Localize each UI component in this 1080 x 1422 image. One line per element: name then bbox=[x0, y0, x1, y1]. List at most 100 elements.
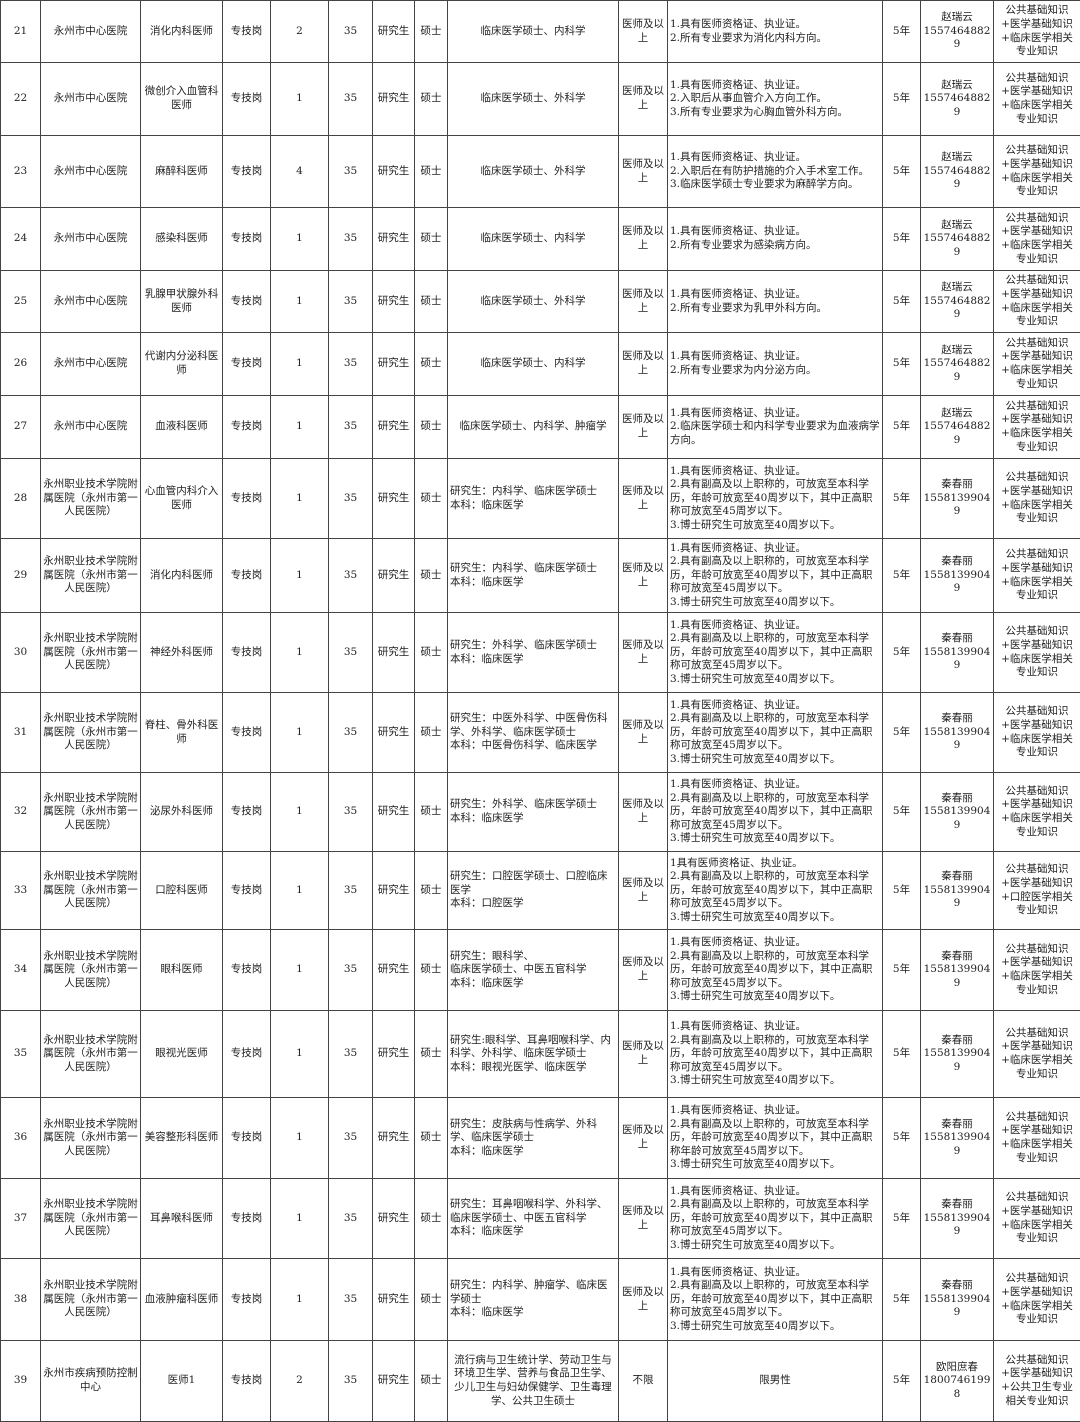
cell-education: 研究生 bbox=[373, 1259, 415, 1341]
cell-degree: 硕士 bbox=[415, 613, 448, 693]
cell-contact: 秦春丽 15581399049 bbox=[921, 852, 994, 930]
cell-education: 研究生 bbox=[373, 613, 415, 693]
cell-post-type: 专技岗 bbox=[223, 539, 271, 613]
cell-count: 2 bbox=[271, 1, 329, 63]
cell-no: 24 bbox=[1, 208, 41, 271]
cell-post-type: 专技岗 bbox=[223, 1341, 271, 1422]
cell-unit: 永州职业技术学院附属医院（永州市第一人民医院） bbox=[41, 1179, 141, 1259]
cell-contact: 秦春丽 15581399049 bbox=[921, 773, 994, 852]
cell-count: 1 bbox=[271, 1179, 329, 1259]
cell-education: 研究生 bbox=[373, 333, 415, 396]
cell-major: 研究生：内科学、临床医学硕士 本科：临床医学 bbox=[448, 539, 619, 613]
cell-post-type: 专技岗 bbox=[223, 396, 271, 459]
cell-other-requirements: 1.具有医师资格证、执业证。 2.所有专业要求为内分泌方向。 bbox=[668, 333, 883, 396]
cell-contact: 赵瑞云 15574648829 bbox=[921, 396, 994, 459]
cell-degree: 硕士 bbox=[415, 459, 448, 539]
cell-title: 医师及以上 bbox=[619, 1259, 668, 1341]
cell-major: 研究生：眼科学、 临床医学硕士、中医五官科学 本科：临床医学 bbox=[448, 930, 619, 1011]
cell-unit: 永州职业技术学院附属医院（永州市第一人民医院） bbox=[41, 539, 141, 613]
cell-no: 21 bbox=[1, 1, 41, 63]
cell-service-years: 5年 bbox=[883, 333, 921, 396]
cell-post-type: 专技岗 bbox=[223, 63, 271, 136]
cell-post: 消化内科医师 bbox=[141, 539, 223, 613]
cell-exam-content: 公共基础知识+医学基础知识+临床医学相关专业知识 bbox=[994, 208, 1080, 271]
cell-no: 32 bbox=[1, 773, 41, 852]
cell-major: 临床医学硕士、内科学、肿瘤学 bbox=[448, 396, 619, 459]
cell-contact: 秦春丽 15581399049 bbox=[921, 1098, 994, 1179]
cell-degree: 硕士 bbox=[415, 1341, 448, 1422]
cell-post: 麻醉科医师 bbox=[141, 136, 223, 208]
cell-post: 神经外科医师 bbox=[141, 613, 223, 693]
cell-degree: 硕士 bbox=[415, 539, 448, 613]
cell-post: 泌尿外科医师 bbox=[141, 773, 223, 852]
cell-degree: 硕士 bbox=[415, 396, 448, 459]
cell-age: 35 bbox=[329, 1259, 373, 1341]
cell-service-years: 5年 bbox=[883, 271, 921, 333]
cell-title: 医师及以上 bbox=[619, 1179, 668, 1259]
cell-education: 研究生 bbox=[373, 63, 415, 136]
cell-post-type: 专技岗 bbox=[223, 693, 271, 773]
cell-title: 医师及以上 bbox=[619, 1098, 668, 1179]
cell-degree: 硕士 bbox=[415, 271, 448, 333]
cell-service-years: 5年 bbox=[883, 208, 921, 271]
cell-education: 研究生 bbox=[373, 539, 415, 613]
cell-major: 临床医学硕士、外科学 bbox=[448, 271, 619, 333]
cell-unit: 永州职业技术学院附属医院（永州市第一人民医院） bbox=[41, 1098, 141, 1179]
cell-age: 35 bbox=[329, 136, 373, 208]
cell-count: 1 bbox=[271, 693, 329, 773]
cell-age: 35 bbox=[329, 333, 373, 396]
cell-count: 1 bbox=[271, 773, 329, 852]
cell-exam-content: 公共基础知识+医学基础知识+临床医学相关专业知识 bbox=[994, 63, 1080, 136]
cell-no: 27 bbox=[1, 396, 41, 459]
cell-count: 4 bbox=[271, 136, 329, 208]
cell-post: 血液科医师 bbox=[141, 396, 223, 459]
cell-contact: 欧阳庶春 18007461998 bbox=[921, 1341, 994, 1422]
cell-education: 研究生 bbox=[373, 693, 415, 773]
cell-education: 研究生 bbox=[373, 773, 415, 852]
cell-count: 2 bbox=[271, 1341, 329, 1422]
cell-title: 医师及以上 bbox=[619, 208, 668, 271]
cell-unit: 永州职业技术学院附属医院（永州市第一人民医院） bbox=[41, 930, 141, 1011]
cell-other-requirements: 1.具有医师资格证、执业证。 2.入职后在有防护措施的介入手术室工作。 3.临床… bbox=[668, 136, 883, 208]
cell-unit: 永州职业技术学院附属医院（永州市第一人民医院） bbox=[41, 459, 141, 539]
cell-no: 36 bbox=[1, 1098, 41, 1179]
cell-other-requirements: 1.具有医师资格证、执业证。 2.具有副高及以上职称的，可放宽至本科学历，年龄可… bbox=[668, 930, 883, 1011]
cell-age: 35 bbox=[329, 396, 373, 459]
cell-unit: 永州职业技术学院附属医院（永州市第一人民医院） bbox=[41, 1011, 141, 1098]
cell-contact: 秦春丽 15581399049 bbox=[921, 930, 994, 1011]
cell-contact: 赵瑞云 15574648829 bbox=[921, 208, 994, 271]
cell-service-years: 5年 bbox=[883, 396, 921, 459]
cell-service-years: 5年 bbox=[883, 930, 921, 1011]
cell-contact: 赵瑞云 15574648829 bbox=[921, 136, 994, 208]
cell-exam-content: 公共基础知识+医学基础知识+临床医学相关专业知识 bbox=[994, 693, 1080, 773]
cell-education: 研究生 bbox=[373, 271, 415, 333]
cell-other-requirements: 1.具有医师资格证、执业证。 2.所有专业要求为感染病方向。 bbox=[668, 208, 883, 271]
cell-major: 研究生：内科学、肿瘤学、临床医学硕士 本科：临床医学 bbox=[448, 1259, 619, 1341]
cell-unit: 永州市中心医院 bbox=[41, 136, 141, 208]
cell-exam-content: 公共基础知识+医学基础知识+临床医学相关专业知识 bbox=[994, 1, 1080, 63]
cell-education: 研究生 bbox=[373, 1341, 415, 1422]
cell-unit: 永州职业技术学院附属医院（永州市第一人民医院） bbox=[41, 852, 141, 930]
cell-age: 35 bbox=[329, 930, 373, 1011]
cell-post: 眼科医师 bbox=[141, 930, 223, 1011]
cell-no: 25 bbox=[1, 271, 41, 333]
cell-exam-content: 公共基础知识+医学基础知识+临床医学相关专业知识 bbox=[994, 613, 1080, 693]
cell-degree: 硕士 bbox=[415, 1098, 448, 1179]
cell-post-type: 专技岗 bbox=[223, 1011, 271, 1098]
cell-title: 医师及以上 bbox=[619, 613, 668, 693]
cell-no: 34 bbox=[1, 930, 41, 1011]
cell-title: 医师及以上 bbox=[619, 271, 668, 333]
cell-title: 医师及以上 bbox=[619, 852, 668, 930]
cell-age: 35 bbox=[329, 1179, 373, 1259]
cell-count: 1 bbox=[271, 208, 329, 271]
cell-other-requirements: 1.具有医师资格证、执业证。 2.具有副高及以上职称的，可放宽至本科学历，年龄可… bbox=[668, 1259, 883, 1341]
